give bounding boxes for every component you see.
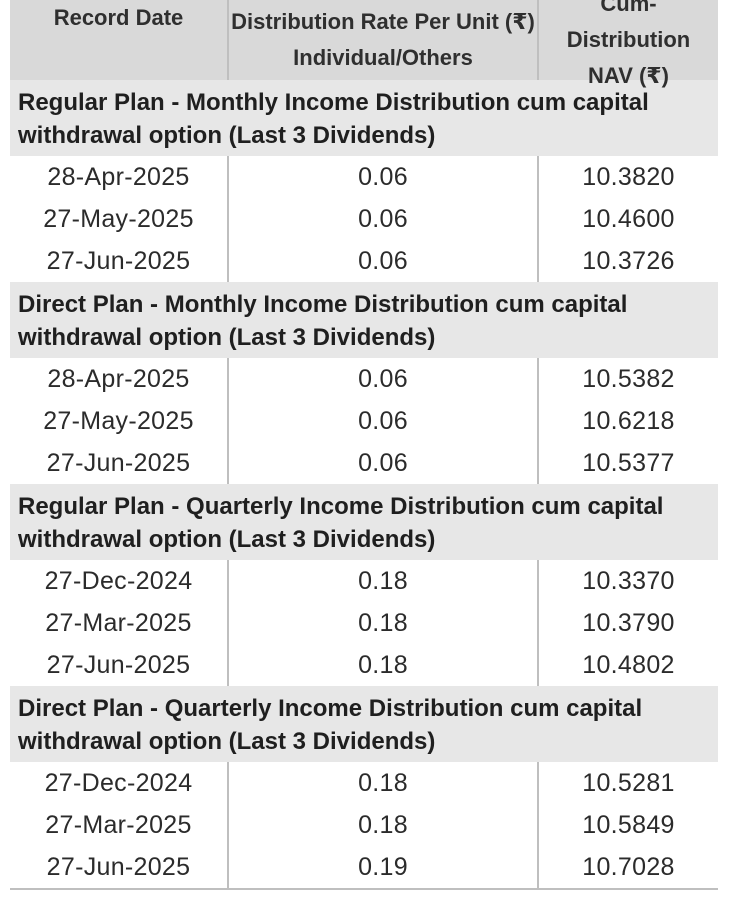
distribution-rate-cell: 0.06 bbox=[227, 240, 537, 282]
section-regular-quarterly: Regular Plan - Quarterly Income Distribu… bbox=[10, 484, 718, 686]
section-direct-monthly: Direct Plan - Monthly Income Distributio… bbox=[10, 282, 718, 484]
table-row: 27-Jun-2025 0.06 10.3726 bbox=[10, 240, 718, 282]
table-row: 27-Dec-2024 0.18 10.3370 bbox=[10, 560, 718, 602]
distribution-rate-cell: 0.06 bbox=[227, 358, 537, 400]
record-date-cell: 27-Jun-2025 bbox=[46, 448, 191, 477]
table-row: 27-Jun-2025 0.06 10.5377 bbox=[10, 442, 718, 484]
distribution-rate-cell: 0.19 bbox=[227, 846, 537, 888]
distribution-rate-cell: 0.18 bbox=[227, 644, 537, 686]
cum-nav-cell: 10.3790 bbox=[537, 602, 718, 644]
section-title-line2: withdrawal option (Last 3 Dividends) bbox=[18, 526, 436, 553]
cum-nav-cell: 10.3370 bbox=[537, 560, 718, 602]
section-title: Direct Plan - Monthly Income Distributio… bbox=[10, 282, 718, 358]
section-title-line2: withdrawal option (Last 3 Dividends) bbox=[18, 728, 436, 755]
cum-nav-cell: 10.4600 bbox=[537, 198, 718, 240]
table-row: 27-Mar-2025 0.18 10.3790 bbox=[10, 602, 718, 644]
distribution-rate-cell: 0.18 bbox=[227, 560, 537, 602]
distribution-rate-cell: 0.06 bbox=[227, 156, 537, 198]
record-date-cell: 27-May-2025 bbox=[43, 406, 194, 435]
header-cum-nav-line2: NAV (₹) bbox=[588, 63, 669, 88]
cum-nav-cell: 10.5382 bbox=[537, 358, 718, 400]
header-record-date: Record Date bbox=[10, 0, 227, 80]
table-row: 28-Apr-2025 0.06 10.5382 bbox=[10, 358, 718, 400]
distribution-rate-cell: 0.06 bbox=[227, 198, 537, 240]
header-distribution-rate-line1: Distribution Rate Per Unit (₹) bbox=[231, 9, 535, 34]
cum-nav-cell: 10.3820 bbox=[537, 156, 718, 198]
section-title-line2: withdrawal option (Last 3 Dividends) bbox=[18, 122, 436, 149]
section-title-line1: Regular Plan - Monthly Income Distributi… bbox=[18, 89, 649, 116]
distribution-rate-cell: 0.18 bbox=[227, 762, 537, 804]
cum-nav-cell: 10.7028 bbox=[537, 846, 718, 888]
table-row: 27-May-2025 0.06 10.6218 bbox=[10, 400, 718, 442]
dividend-table: Record Date Distribution Rate Per Unit (… bbox=[10, 0, 718, 890]
section-title: Direct Plan - Quarterly Income Distribut… bbox=[10, 686, 718, 762]
cum-nav-cell: 10.6218 bbox=[537, 400, 718, 442]
section-title-line1: Direct Plan - Monthly Income Distributio… bbox=[18, 291, 628, 318]
record-date-cell: 28-Apr-2025 bbox=[47, 162, 190, 191]
header-cum-nav: Cum-Distribution NAV (₹) bbox=[537, 0, 718, 88]
record-date-cell: 27-Jun-2025 bbox=[46, 852, 191, 881]
cum-nav-cell: 10.4802 bbox=[537, 644, 718, 686]
record-date-cell: 27-Mar-2025 bbox=[45, 608, 192, 637]
table-row: 27-May-2025 0.06 10.4600 bbox=[10, 198, 718, 240]
record-date-cell: 27-Dec-2024 bbox=[44, 566, 193, 595]
header-distribution-rate: Distribution Rate Per Unit (₹) Individua… bbox=[227, 0, 537, 80]
distribution-rate-cell: 0.18 bbox=[227, 602, 537, 644]
section-title-line1: Regular Plan - Quarterly Income Distribu… bbox=[18, 493, 664, 520]
section-title-line2: withdrawal option (Last 3 Dividends) bbox=[18, 324, 436, 351]
record-date-cell: 27-Mar-2025 bbox=[45, 810, 192, 839]
cum-nav-cell: 10.5377 bbox=[537, 442, 718, 484]
distribution-rate-cell: 0.18 bbox=[227, 804, 537, 846]
table-row: 27-Dec-2024 0.18 10.5281 bbox=[10, 762, 718, 804]
table-row: 27-Jun-2025 0.18 10.4802 bbox=[10, 644, 718, 686]
section-direct-quarterly: Direct Plan - Quarterly Income Distribut… bbox=[10, 686, 718, 888]
distribution-rate-cell: 0.06 bbox=[227, 400, 537, 442]
table-row: 28-Apr-2025 0.06 10.3820 bbox=[10, 156, 718, 198]
table-header: Record Date Distribution Rate Per Unit (… bbox=[10, 0, 718, 88]
section-title-line1: Direct Plan - Quarterly Income Distribut… bbox=[18, 695, 643, 722]
record-date-cell: 27-Jun-2025 bbox=[46, 650, 191, 679]
record-date-cell: 27-Dec-2024 bbox=[44, 768, 193, 797]
cum-nav-cell: 10.5281 bbox=[537, 762, 718, 804]
table-row: 27-Mar-2025 0.18 10.5849 bbox=[10, 804, 718, 846]
header-record-date-label: Record Date bbox=[53, 5, 184, 30]
table-row: 27-Jun-2025 0.19 10.7028 bbox=[10, 846, 718, 888]
cum-nav-cell: 10.3726 bbox=[537, 240, 718, 282]
record-date-cell: 27-Jun-2025 bbox=[46, 246, 191, 275]
record-date-cell: 28-Apr-2025 bbox=[47, 364, 190, 393]
header-distribution-rate-line2: Individual/Others bbox=[293, 45, 473, 70]
section-title: Regular Plan - Monthly Income Distributi… bbox=[10, 80, 718, 156]
cum-nav-cell: 10.5849 bbox=[537, 804, 718, 846]
section-title: Regular Plan - Quarterly Income Distribu… bbox=[10, 484, 718, 560]
header-cum-nav-line1: Cum-Distribution bbox=[566, 0, 691, 52]
record-date-cell: 27-May-2025 bbox=[43, 204, 194, 233]
section-regular-monthly: Regular Plan - Monthly Income Distributi… bbox=[10, 80, 718, 282]
distribution-rate-cell: 0.06 bbox=[227, 442, 537, 484]
